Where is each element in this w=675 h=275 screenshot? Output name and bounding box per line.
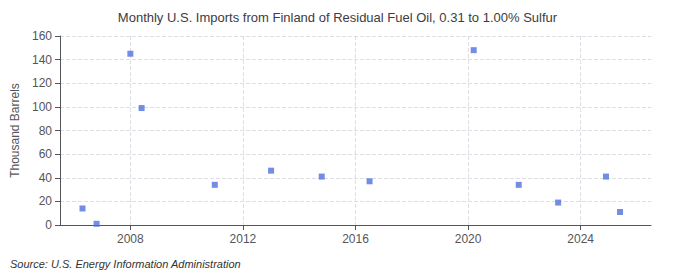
svg-text:2024: 2024 xyxy=(567,232,594,246)
svg-text:160: 160 xyxy=(32,29,52,43)
svg-text:2012: 2012 xyxy=(230,232,257,246)
svg-text:140: 140 xyxy=(32,53,52,67)
svg-text:60: 60 xyxy=(39,147,53,161)
svg-text:2020: 2020 xyxy=(455,232,482,246)
svg-text:2008: 2008 xyxy=(117,232,144,246)
svg-text:120: 120 xyxy=(32,76,52,90)
svg-text:20: 20 xyxy=(39,194,53,208)
svg-text:40: 40 xyxy=(39,171,53,185)
svg-text:100: 100 xyxy=(32,100,52,114)
svg-text:0: 0 xyxy=(45,218,52,232)
svg-text:Monthly U.S. Imports from Finl: Monthly U.S. Imports from Finland of Res… xyxy=(118,10,558,25)
svg-text:Source: U.S. Energy Informatio: Source: U.S. Energy Information Administ… xyxy=(10,258,241,270)
svg-text:Thousand Barrels: Thousand Barrels xyxy=(8,83,22,178)
svg-text:2016: 2016 xyxy=(342,232,369,246)
svg-text:80: 80 xyxy=(39,124,53,138)
